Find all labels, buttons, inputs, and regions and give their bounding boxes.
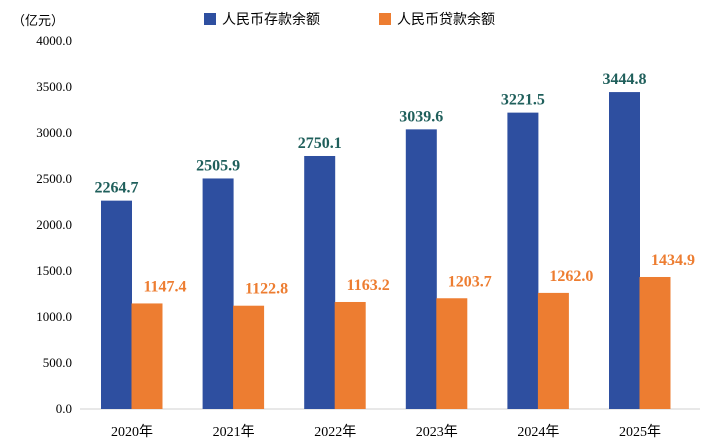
y-tick-label: 3500.0 [36, 79, 72, 94]
bar-loan [537, 292, 569, 409]
legend-swatch-loan [379, 13, 391, 25]
y-tick-label: 2000.0 [36, 217, 72, 232]
y-tick-label: 1500.0 [36, 263, 72, 278]
bar-loan [436, 298, 468, 409]
x-tick-label: 2022年 [314, 424, 356, 440]
data-label-deposit: 2505.9 [196, 157, 240, 174]
y-tick-label: 3000.0 [36, 125, 72, 140]
data-label-deposit: 2750.1 [298, 135, 342, 152]
x-tick-label: 2021年 [213, 424, 255, 440]
data-label-deposit: 3039.6 [399, 108, 443, 125]
bar-deposit [609, 92, 640, 409]
data-label-loan: 1147.4 [143, 278, 186, 295]
data-label-loan: 1203.7 [448, 273, 492, 290]
bar-loan [233, 305, 265, 409]
bar-loan [639, 276, 671, 409]
y-unit-label: （亿元） [12, 14, 64, 29]
legend-swatch-deposit [204, 13, 216, 25]
data-label-deposit: 3221.5 [501, 92, 545, 109]
y-tick-label: 500.0 [43, 355, 72, 370]
data-labels: 2264.7 2505.9 2750.1 3039.6 3221.5 3444.8 1147… [95, 71, 696, 298]
data-label-loan: 1434.9 [651, 252, 695, 269]
bar-deposit [405, 129, 437, 409]
data-label-loan: 1262.0 [549, 268, 593, 285]
x-tick-label: 2025年 [619, 424, 661, 440]
y-axis: 0.0 500.0 1000.0 1500.0 2000.0 2500.0 3000.0 35… [36, 33, 72, 416]
y-tick-label: 1000.0 [36, 309, 72, 324]
bars [101, 92, 671, 409]
y-tick-label: 4000.0 [36, 33, 72, 48]
bar-deposit [101, 200, 132, 409]
bar-loan [334, 301, 366, 409]
x-tick-label: 2023年 [416, 424, 458, 440]
data-label-loan: 1163.2 [347, 277, 390, 294]
bar-deposit [202, 178, 234, 409]
y-tick-label: 0.0 [56, 401, 72, 416]
data-label-loan: 1122.8 [245, 281, 288, 298]
y-tick-label: 2500.0 [36, 171, 72, 186]
data-label-deposit: 2264.7 [95, 180, 139, 197]
bar-deposit [507, 112, 539, 409]
legend-label-loan: 人民币贷款余额 [397, 11, 495, 28]
data-label-deposit: 3444.8 [603, 71, 647, 88]
bar-loan [131, 303, 163, 409]
bar-deposit [304, 155, 336, 409]
legend-label-deposit: 人民币存款余额 [222, 11, 320, 28]
x-tick-label: 2020年 [111, 424, 153, 440]
legend: 人民币存款余额 人民币贷款余额 [204, 11, 495, 28]
x-axis: 2020年 2021年 2022年 2023年 2024年 2025年 [111, 424, 661, 440]
x-tick-label: 2024年 [517, 424, 559, 440]
